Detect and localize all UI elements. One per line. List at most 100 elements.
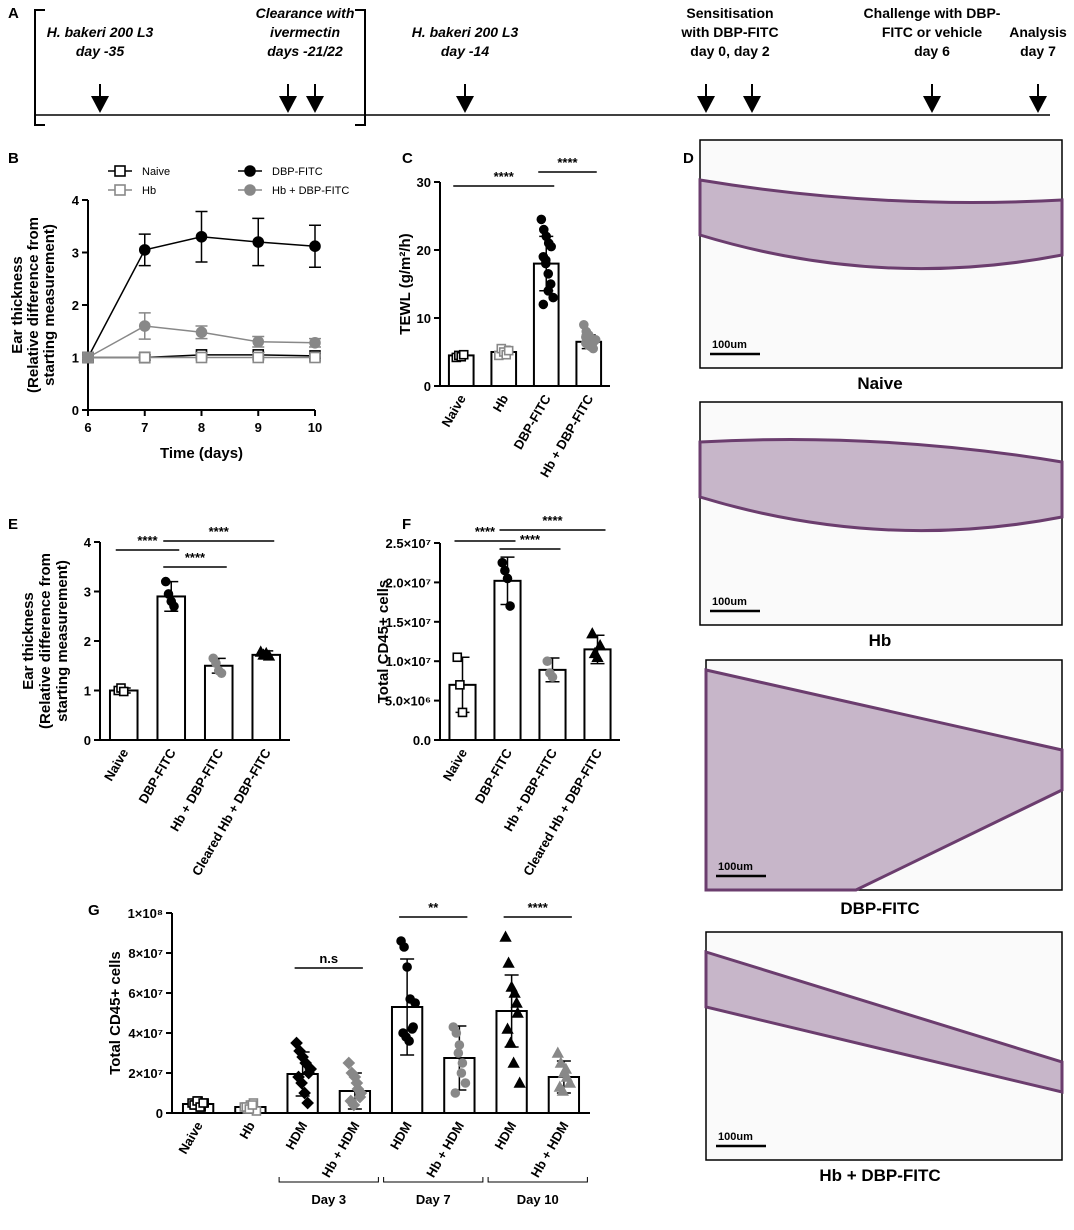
marker — [511, 1006, 524, 1018]
marker — [450, 1088, 461, 1098]
arrow-head — [91, 96, 109, 113]
marker — [460, 1078, 471, 1088]
event-label: FITC or vehicle — [882, 24, 983, 40]
marker — [547, 672, 558, 682]
marker — [252, 335, 265, 348]
bracket — [34, 9, 45, 126]
significance-label: n.s — [319, 951, 338, 966]
marker — [247, 1100, 258, 1110]
group-bracket — [487, 1177, 588, 1183]
marker — [543, 285, 554, 296]
x-tick-label: Naive — [175, 1119, 205, 1157]
event-label: H. bakeri 200 L3 — [47, 24, 154, 40]
x-tick-label: DBP-FITC — [136, 745, 180, 806]
marker — [138, 320, 151, 332]
marker — [350, 1076, 364, 1090]
marker — [304, 1062, 318, 1076]
marker — [309, 240, 321, 252]
marker — [554, 1056, 567, 1068]
group-label: Day 7 — [416, 1192, 451, 1207]
marker — [591, 650, 604, 663]
marker — [503, 345, 514, 356]
y-tick-label: 1 — [84, 684, 91, 699]
group-label: Day 10 — [517, 1192, 559, 1207]
group-label: Day 3 — [311, 1192, 346, 1207]
event-label: ivermectin — [270, 24, 340, 40]
panel-label: F — [402, 516, 411, 533]
group-bracket — [383, 1177, 484, 1183]
marker — [138, 351, 151, 364]
marker — [138, 244, 151, 256]
marker — [402, 962, 412, 972]
x-tick-label: 9 — [255, 420, 262, 435]
x-tick-label: DBP-FITC — [511, 391, 555, 452]
x-tick-label: Hb + HDM — [423, 1119, 467, 1180]
panel-label: B — [8, 150, 19, 167]
x-tick-label: Hb + HDM — [319, 1119, 363, 1180]
marker — [457, 707, 468, 718]
arrow-head — [743, 96, 761, 113]
x-tick-label: Hb + HDM — [528, 1119, 572, 1180]
significance-label: **** — [542, 513, 563, 528]
marker — [548, 292, 558, 303]
y-tick-label: 5.0×10⁶ — [385, 694, 431, 709]
x-tick-label: Naive — [439, 392, 469, 430]
scale-bar-label: 100um — [718, 861, 753, 873]
marker — [118, 686, 129, 697]
y-tick-label: 0.0 — [413, 733, 431, 748]
y-tick-label: 4 — [72, 193, 80, 208]
y-tick-label: 0 — [84, 733, 91, 748]
arrow-head — [456, 96, 474, 113]
image-caption: DBP-FITC — [840, 899, 919, 918]
marker — [563, 1076, 577, 1088]
event-label: Clearance with — [256, 5, 355, 21]
marker — [353, 1090, 367, 1104]
image-caption: Hb — [869, 631, 892, 650]
y-axis-label: starting measurement) — [41, 224, 58, 386]
legend-label: Naive — [142, 166, 170, 178]
significance-label: **** — [209, 524, 230, 539]
marker — [551, 1046, 564, 1058]
bar — [583, 648, 612, 742]
scale-bar-label: 100um — [718, 1131, 753, 1143]
significance-label: **** — [528, 900, 549, 915]
panel-label: C — [402, 150, 413, 167]
y-axis-label: (Relative difference from — [37, 553, 54, 729]
y-tick-label: 3 — [84, 585, 91, 600]
y-tick-label: 1 — [72, 351, 79, 366]
y-tick-label: 2 — [72, 298, 79, 313]
x-tick-label: 7 — [141, 420, 148, 435]
marker — [82, 351, 94, 364]
scale-bar-label: 100um — [712, 339, 747, 351]
tissue — [704, 668, 1064, 892]
marker — [309, 351, 321, 364]
marker — [540, 255, 551, 266]
marker — [342, 1056, 356, 1070]
marker — [451, 1028, 462, 1038]
y-axis-label: Total CD45+ cells — [107, 951, 124, 1075]
y-axis-label: Ear thickness — [9, 256, 26, 354]
event-label: day 6 — [914, 43, 950, 59]
x-tick-label: 6 — [84, 420, 91, 435]
marker — [502, 956, 515, 968]
y-tick-label: 1.0×10⁷ — [386, 654, 432, 669]
event-label: day -35 — [76, 43, 124, 59]
marker — [458, 349, 469, 360]
tissue — [698, 438, 1064, 533]
marker — [195, 230, 208, 243]
y-axis-label: (Relative difference from — [25, 217, 42, 393]
marker — [542, 656, 553, 667]
legend-label: DBP-FITC — [272, 166, 323, 178]
marker — [195, 326, 208, 339]
significance-label: **** — [494, 169, 515, 184]
y-tick-label: 2 — [84, 634, 91, 649]
legend-label: Hb — [142, 185, 156, 197]
y-axis-label: Ear thickness — [20, 592, 37, 690]
marker — [407, 1024, 417, 1034]
marker — [586, 627, 599, 639]
marker — [198, 1098, 208, 1108]
marker — [504, 1036, 517, 1048]
marker — [454, 1040, 465, 1050]
marker — [453, 1048, 464, 1058]
marker — [590, 334, 601, 345]
